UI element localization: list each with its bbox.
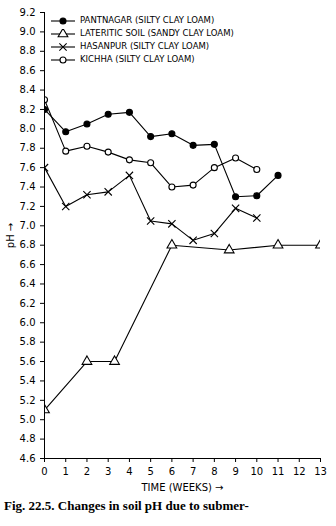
svg-text:4.6: 4.6 — [20, 453, 36, 464]
svg-text:TIME (WEEKS) →: TIME (WEEKS) → — [141, 482, 224, 493]
svg-text:6.0: 6.0 — [20, 317, 36, 328]
svg-text:10: 10 — [250, 466, 263, 477]
svg-text:8.2: 8.2 — [20, 104, 36, 115]
svg-text:5.0: 5.0 — [20, 414, 36, 425]
svg-text:9.2: 9.2 — [20, 7, 36, 18]
svg-text:6.2: 6.2 — [20, 298, 36, 309]
svg-text:6.6: 6.6 — [20, 259, 36, 270]
html-text:HASANPUR (SILTY CLAY LOAM): HASANPUR (SILTY CLAY LOAM) — [80, 41, 210, 51]
html-text:LATERITIC SOIL (SANDY CLAY LOA: LATERITIC SOIL (SANDY CLAY LOAM) — [80, 28, 234, 38]
html-text:PANTNAGAR (SILTY CLAY LOAM): PANTNAGAR (SILTY CLAY LOAM) — [80, 15, 215, 25]
svg-text:pH →: pH → — [5, 223, 16, 248]
svg-text:7.4: 7.4 — [20, 181, 36, 192]
svg-text:7.8: 7.8 — [20, 142, 36, 153]
svg-text:6: 6 — [169, 466, 175, 477]
svg-text:12: 12 — [293, 466, 306, 477]
svg-text:1: 1 — [63, 466, 69, 477]
html-text:KICHHA (SILTY CLAY LOAM): KICHHA (SILTY CLAY LOAM) — [80, 54, 195, 64]
svg-text:5: 5 — [147, 466, 153, 477]
svg-text:8: 8 — [211, 466, 217, 477]
svg-text:7.2: 7.2 — [20, 201, 36, 212]
svg-text:9.0: 9.0 — [20, 26, 36, 37]
svg-text:0: 0 — [41, 466, 47, 477]
svg-text:8.4: 8.4 — [20, 84, 36, 95]
svg-text:11: 11 — [272, 466, 285, 477]
svg-text:7.0: 7.0 — [20, 220, 36, 231]
svg-text:2: 2 — [84, 466, 90, 477]
html-text:Fig. 22.5. Changes in soil pH: Fig. 22.5. Changes in soil pH due to sub… — [4, 498, 249, 513]
svg-text:8.6: 8.6 — [20, 65, 36, 76]
svg-text:7.6: 7.6 — [20, 162, 36, 173]
svg-text:3: 3 — [105, 466, 111, 477]
svg-text:13: 13 — [314, 466, 327, 477]
svg-text:5.8: 5.8 — [20, 336, 36, 347]
svg-text:6.8: 6.8 — [20, 239, 36, 250]
svg-text:6.4: 6.4 — [20, 278, 36, 289]
svg-text:4.8: 4.8 — [20, 433, 36, 444]
svg-text:5.4: 5.4 — [20, 375, 36, 386]
svg-text:5.2: 5.2 — [20, 395, 36, 406]
svg-text:8.8: 8.8 — [20, 45, 36, 56]
svg-text:9: 9 — [232, 466, 238, 477]
svg-text:7: 7 — [190, 466, 196, 477]
svg-text:8.0: 8.0 — [20, 123, 36, 134]
svg-text:5.6: 5.6 — [20, 356, 36, 367]
svg-text:4: 4 — [126, 466, 132, 477]
